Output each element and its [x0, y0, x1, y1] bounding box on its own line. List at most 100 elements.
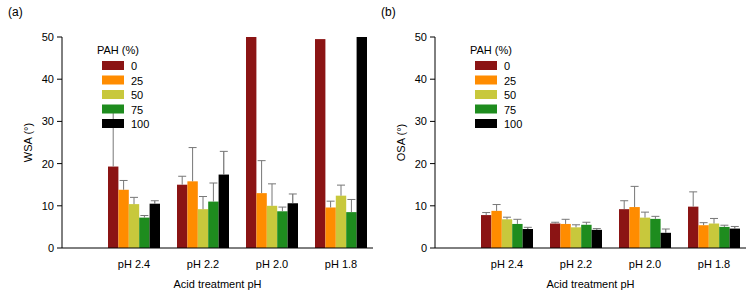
error-cap: [337, 185, 345, 186]
error-bar: [689, 192, 697, 207]
error-line: [223, 151, 224, 174]
error-bar: [503, 217, 511, 219]
error-cap: [151, 200, 159, 201]
legend-swatch: [102, 119, 124, 128]
bar: [118, 190, 128, 248]
error-bar: [278, 207, 286, 211]
error-cap: [258, 160, 266, 161]
bar: [108, 167, 118, 248]
error-bar: [199, 197, 207, 210]
error-bar: [268, 184, 276, 206]
error-cap: [482, 212, 490, 213]
x-tick-label: pH 2.2: [187, 258, 219, 270]
error-bar: [151, 201, 159, 204]
bar: [571, 227, 581, 248]
bar: [267, 206, 277, 248]
y-tick-label: 20: [415, 158, 427, 170]
bar: [357, 37, 367, 248]
legend-label: 75: [504, 104, 516, 116]
error-bar: [562, 219, 570, 224]
error-bar: [710, 218, 718, 223]
error-bar: [189, 148, 197, 182]
error-line: [341, 185, 342, 196]
bar: [277, 211, 287, 248]
error-line: [292, 194, 293, 203]
bar: [208, 202, 218, 248]
error-line: [517, 219, 518, 224]
legend-label: 25: [131, 75, 143, 87]
y-tick: [57, 79, 62, 80]
error-cap: [562, 219, 570, 220]
error-line: [123, 180, 124, 189]
legend-label: 100: [504, 118, 522, 130]
error-line: [192, 148, 193, 182]
legend-label: 0: [131, 60, 137, 72]
error-cap: [178, 176, 186, 177]
legend-swatch: [102, 105, 124, 114]
legend-swatch: [102, 61, 124, 70]
bar: [661, 233, 671, 248]
legend-label: 25: [504, 75, 516, 87]
legend-title: PAH (%): [97, 44, 139, 56]
bar: [560, 224, 570, 248]
legend-swatch: [475, 105, 497, 114]
bar: [629, 207, 639, 248]
x-tick-label: pH 1.8: [698, 258, 730, 270]
panel: (a)01020304050pH 2.4pH 2.2pH 2.0pH 1.8Ac…: [8, 5, 373, 290]
error-cap: [278, 207, 286, 208]
error-bar: [178, 176, 186, 184]
error-cap: [700, 222, 708, 223]
error-bar: [258, 161, 266, 193]
chart-root: (a)01020304050pH 2.4pH 2.2pH 2.0pH 1.8Ac…: [0, 0, 751, 304]
bar: [336, 196, 346, 248]
bar: [550, 224, 560, 248]
error-bar: [651, 216, 659, 219]
y-tick: [57, 37, 62, 38]
bar: [177, 185, 187, 248]
x-axis-label: Acid treatment pH: [173, 278, 261, 290]
error-line: [213, 183, 214, 202]
error-bar: [731, 226, 739, 228]
y-tick-label: 50: [415, 31, 427, 43]
legend-label: 100: [131, 118, 149, 130]
y-tick: [57, 121, 62, 122]
error-bar: [347, 199, 355, 212]
legend-title: PAH (%): [470, 44, 512, 56]
y-tick: [430, 205, 435, 206]
error-bar: [720, 225, 728, 227]
bar: [523, 229, 533, 248]
error-cap: [220, 151, 228, 152]
error-bar: [109, 106, 117, 166]
error-bar: [524, 227, 532, 229]
x-tick-label: pH 2.4: [491, 258, 523, 270]
y-tick-label: 50: [42, 31, 54, 43]
error-cap: [209, 183, 217, 184]
error-line: [272, 184, 273, 206]
error-line: [203, 197, 204, 210]
y-tick: [57, 205, 62, 206]
error-cap: [327, 201, 335, 202]
bars: [108, 37, 367, 248]
error-bar: [289, 194, 297, 203]
error-line: [714, 218, 715, 223]
error-bar: [140, 216, 148, 218]
legend: PAH (%)0255075100: [97, 44, 149, 130]
bar: [491, 211, 501, 248]
legend-label: 50: [504, 89, 516, 101]
legend-label: 75: [131, 104, 143, 116]
y-tick: [57, 248, 62, 249]
bar: [346, 212, 356, 248]
y-tick: [430, 248, 435, 249]
bar: [150, 204, 160, 248]
error-line: [634, 186, 635, 207]
x-axis: [435, 248, 746, 249]
y-tick: [430, 163, 435, 164]
x-tick-label: pH 1.8: [325, 258, 357, 270]
x-axis: [62, 248, 373, 249]
bar: [198, 209, 208, 248]
error-cap: [641, 212, 649, 213]
error-cap: [620, 200, 628, 201]
bar: [246, 37, 256, 248]
bar: [187, 181, 197, 248]
bar: [619, 209, 629, 248]
